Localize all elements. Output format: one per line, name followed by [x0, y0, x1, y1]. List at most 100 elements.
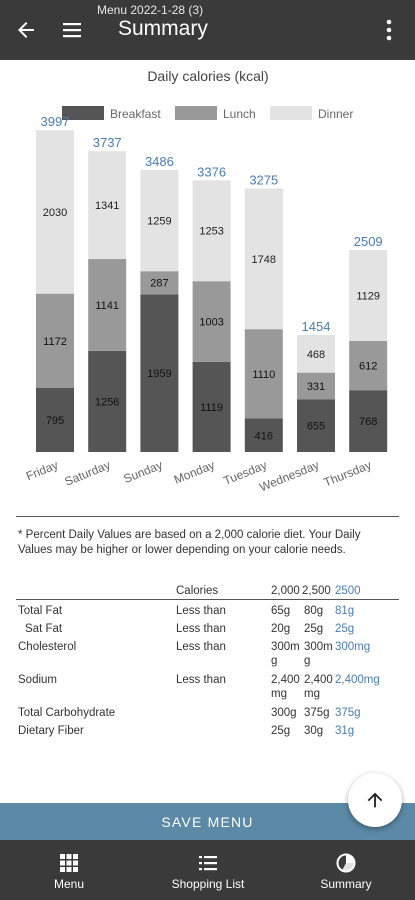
- chart-legend: Breakfast Lunch Dinner: [62, 106, 353, 121]
- legend-label: Breakfast: [110, 107, 161, 121]
- top-app-bar: Menu 2022-1-28 (3) Summary: [0, 0, 415, 60]
- chart-bars: 795 1172 2030 3997 1256 1141 1341 3737 1959 287 12…: [36, 114, 388, 452]
- legend-swatch: [175, 106, 217, 120]
- x-tick-label-monday: Monday: [172, 458, 217, 487]
- bar-total-label: 3997: [41, 114, 70, 129]
- row-2000: 20g: [271, 623, 291, 635]
- bar-total-label: 3376: [197, 164, 226, 179]
- row-2500: 30g: [304, 725, 324, 737]
- arrow-up-icon: [367, 792, 383, 808]
- row-2500: 25g: [304, 623, 324, 635]
- bar-dinner-sunday: [140, 169, 179, 272]
- row-2500: 375g: [304, 707, 330, 719]
- row-2000: 300mg: [271, 641, 300, 667]
- bar-breakfast-monday: [192, 361, 231, 452]
- bar-value-label: 612: [359, 361, 377, 373]
- row-2500: 300mg: [304, 641, 333, 667]
- grid-icon: [60, 854, 78, 872]
- bar-total-label: 2509: [354, 234, 383, 249]
- nutrition-header-row: Calories 2,000 2,500 2500: [18, 584, 398, 612]
- legend-item-dinner: Dinner: [270, 106, 353, 121]
- bar-group-thursday: 768 612 1129 2509: [349, 234, 388, 452]
- row-2000: 25g: [271, 725, 291, 737]
- row-label: Dietary Fiber: [18, 725, 84, 737]
- row-2000: 65g: [271, 605, 291, 617]
- row-qualifier: Less than: [176, 623, 226, 635]
- bar-dinner-friday: [36, 130, 74, 294]
- nutrition-row-sodium: Sodium Less than 2,400mg 2,400mg 2,400mg: [18, 673, 398, 701]
- bar-value-label: 1003: [199, 317, 223, 329]
- header-2000: 2,000: [271, 585, 300, 597]
- bar-dinner-tuesday: [244, 188, 283, 330]
- row-label: Total Fat: [18, 605, 63, 617]
- bar-breakfast-thursday: [349, 390, 388, 452]
- legend-label: Dinner: [318, 107, 353, 121]
- bar-value-label: 795: [46, 415, 64, 427]
- bar-breakfast-wednesday: [297, 399, 335, 452]
- x-tick-label-wednesday: Wednesday: [257, 458, 321, 495]
- bar-dinner-monday: [192, 180, 231, 282]
- row-qualifier: Less than: [176, 641, 226, 653]
- x-tick-label-thursday: Thursday: [322, 458, 374, 490]
- nutrition-row-cholesterol: Cholesterol Less than 300mg 300mg 300mg: [18, 640, 398, 668]
- row-qualifier: Less than: [176, 605, 226, 617]
- bar-dinner-wednesday: [297, 334, 335, 373]
- bar-lunch-tuesday: [244, 329, 283, 419]
- daily-values-disclaimer: * Percent Daily Values are based on a 2,…: [18, 529, 361, 556]
- save-menu-button[interactable]: SAVE MENU: [0, 803, 415, 840]
- row-2500: 2,400mg: [304, 674, 333, 700]
- page-title: Summary: [118, 17, 208, 40]
- row-actual: 375g: [335, 707, 361, 719]
- bar-group-friday: 795 1172 2030 3997: [36, 114, 74, 452]
- row-qualifier: Less than: [176, 674, 226, 686]
- bar-lunch-thursday: [349, 340, 388, 391]
- chart-title: Daily calories (kcal): [147, 68, 268, 84]
- x-tick-label-friday: Friday: [24, 458, 60, 483]
- bar-lunch-wednesday: [297, 372, 335, 400]
- bar-value-label: 1256: [95, 396, 119, 408]
- nav-tab-shopping-list[interactable]: Shopping List: [153, 840, 263, 900]
- bar-value-label: 331: [307, 381, 325, 393]
- legend-item-breakfast: Breakfast: [62, 106, 161, 121]
- x-tick-label-saturday: Saturday: [63, 458, 113, 489]
- bar-lunch-saturday: [88, 259, 127, 351]
- bar-value-label: 1141: [95, 300, 119, 312]
- bar-breakfast-friday: [36, 388, 74, 452]
- bar-value-label: 2030: [43, 207, 67, 219]
- row-actual: 81g: [335, 605, 355, 617]
- chart-svg: Daily calories (kcal) Breakfast Lunch Dinn…: [24, 68, 388, 495]
- bar-value-label: 655: [307, 421, 325, 433]
- back-arrow-icon[interactable]: [14, 18, 38, 42]
- nutrition-header-divider: [16, 599, 399, 600]
- nav-tab-shopping-list-label: Shopping List: [171, 877, 245, 891]
- bar-total-label: 1454: [302, 319, 331, 334]
- bar-dinner-saturday: [88, 151, 127, 260]
- nav-tab-summary-label: Summary: [320, 877, 372, 891]
- row-2000: 2,400mg: [271, 674, 300, 700]
- row-label: Sodium: [18, 674, 57, 686]
- scroll-to-top-button[interactable]: [348, 773, 402, 827]
- nav-tab-summary[interactable]: Summary: [291, 840, 401, 900]
- bar-value-label: 1172: [43, 336, 67, 348]
- bar-total-label: 3275: [249, 172, 278, 187]
- nav-tab-menu[interactable]: Menu: [14, 840, 124, 900]
- bar-lunch-sunday: [140, 271, 179, 295]
- bar-group-monday: 1119 1003 1253 3376: [192, 164, 231, 452]
- hamburger-menu-icon[interactable]: [60, 18, 84, 42]
- legend-label: Lunch: [223, 107, 256, 121]
- row-2500: 80g: [304, 605, 324, 617]
- row-actual: 2,400mg: [335, 674, 380, 686]
- nutrition-row-sat-fat: Sat Fat Less than 20g 25g 25g: [18, 622, 398, 650]
- bar-dinner-thursday: [349, 250, 388, 341]
- x-tick-label-sunday: Sunday: [122, 458, 165, 486]
- bar-value-label: 287: [150, 278, 168, 290]
- bar-value-label: 1253: [199, 226, 223, 238]
- nav-tab-menu-label: Menu: [53, 877, 85, 891]
- bar-value-label: 1119: [200, 402, 223, 414]
- more-vert-icon[interactable]: [377, 17, 401, 43]
- bar-value-label: 468: [307, 349, 325, 361]
- row-label: Sat Fat: [25, 623, 63, 635]
- bar-lunch-friday: [36, 293, 74, 389]
- bar-total-label: 3486: [145, 154, 174, 169]
- chart-x-labels: Friday Saturday Sunday Monday TuesdayWednesd…: [24, 458, 373, 495]
